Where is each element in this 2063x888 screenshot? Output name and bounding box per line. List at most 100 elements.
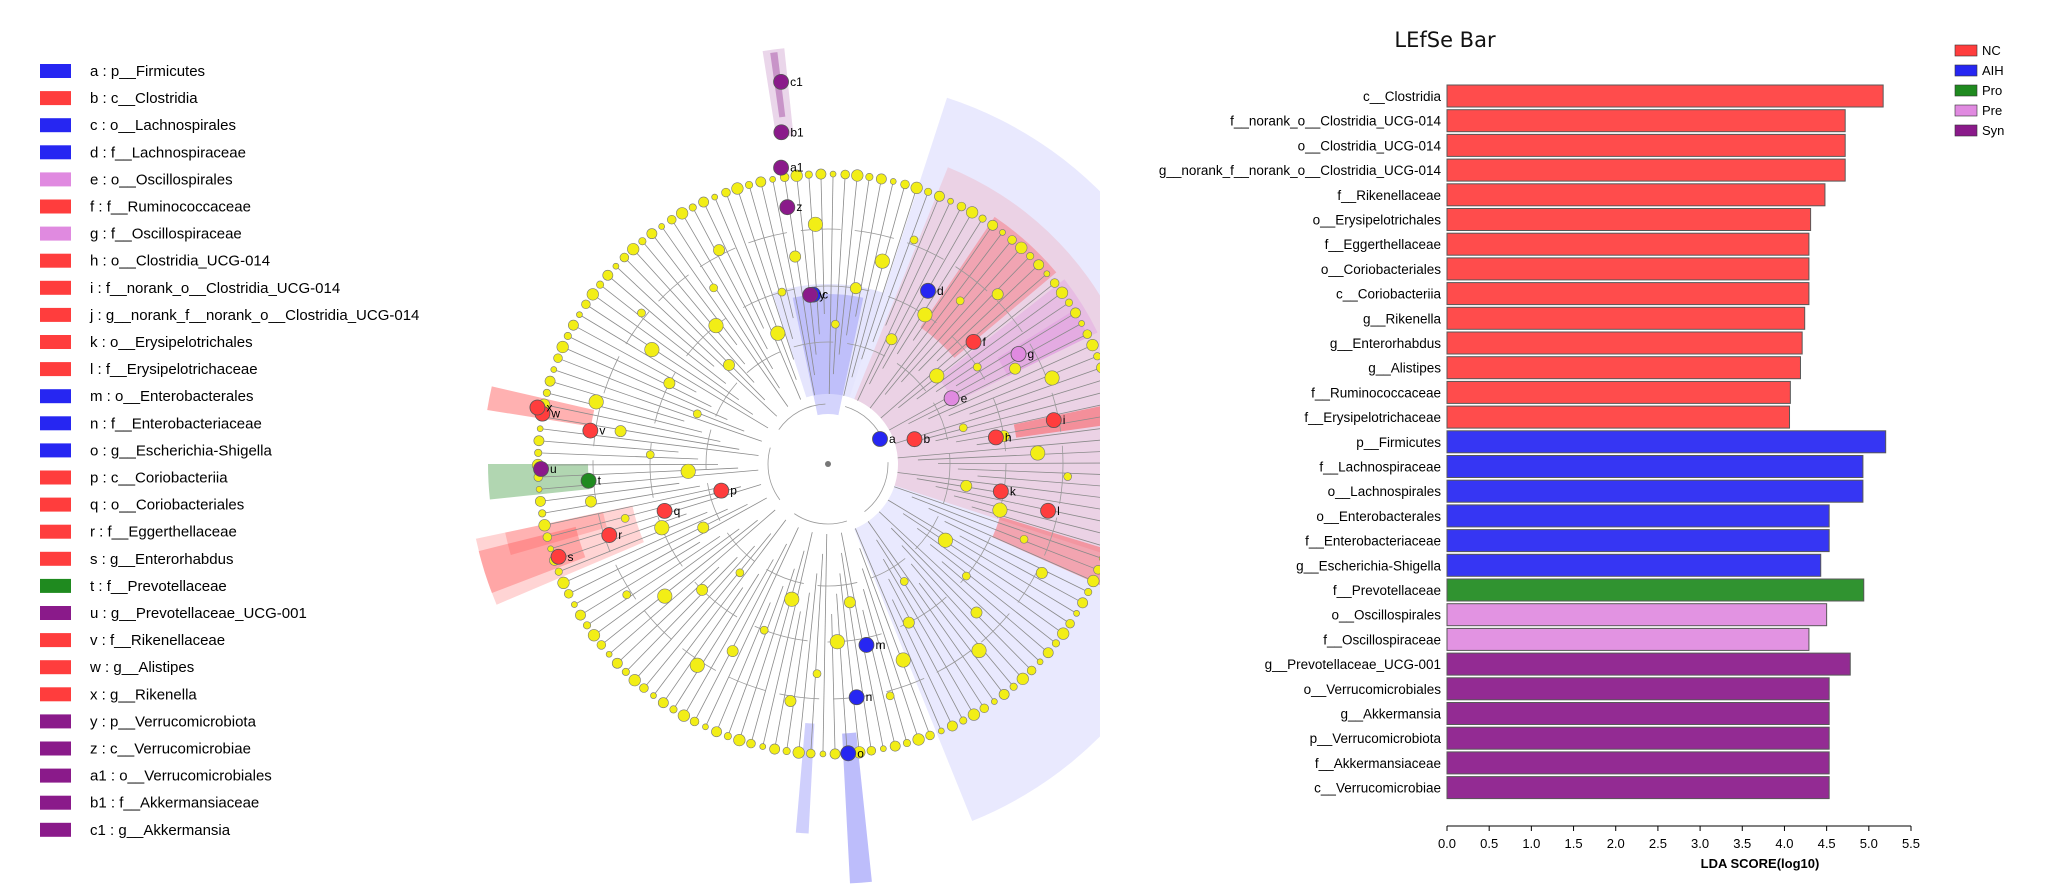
tree-branch xyxy=(574,497,767,605)
tree-branch xyxy=(880,273,1048,419)
inner-node xyxy=(899,577,909,586)
clade-legend-key: t xyxy=(90,578,95,595)
x-tick-label: 3.0 xyxy=(1691,836,1709,851)
tree-branch xyxy=(540,482,680,502)
clade-legend-taxon: g__Akkermansia xyxy=(118,822,230,839)
leaf-node xyxy=(1036,658,1044,666)
bar-label: c__Verrucomicrobiae xyxy=(1314,781,1441,796)
clade-legend-taxon: g__Prevotellaceae_UCG-001 xyxy=(111,605,307,622)
biomarker-label-g: g xyxy=(1028,347,1035,361)
clade-legend-label: b1 : f__Akkermansiaceae xyxy=(90,795,259,812)
tree-branch xyxy=(798,573,818,753)
leaf-node xyxy=(902,739,911,748)
tree-branch xyxy=(544,486,721,526)
leaf-node xyxy=(731,182,744,195)
tree-branch xyxy=(585,304,754,415)
bar-f__Akkermansiaceae xyxy=(1446,751,1830,775)
clade-legend-taxon: o__Clostridia_UCG-014 xyxy=(111,253,270,270)
leaf-node xyxy=(1093,565,1100,575)
clade-legend-swatch xyxy=(40,660,71,675)
biomarker-label-m: m xyxy=(875,638,885,652)
clade-legend-swatch xyxy=(40,389,71,404)
tree-branch xyxy=(863,588,908,744)
tree-branch xyxy=(671,219,780,389)
shade-escherichia xyxy=(842,732,872,884)
clade-legend-label: u : g__Prevotellaceae_UCG-001 xyxy=(90,605,307,622)
tree-arc xyxy=(592,228,1064,700)
bar-label: f__Eggerthellaceae xyxy=(1325,237,1441,252)
bar-label: c__Coriobacteriia xyxy=(1336,287,1442,302)
leaf-node xyxy=(1098,555,1100,561)
leaf-node xyxy=(956,201,967,212)
tree-branch xyxy=(822,533,828,754)
leaf-node xyxy=(1064,298,1073,307)
leaf-node xyxy=(667,214,677,225)
tree-branch xyxy=(869,206,962,385)
x-tick-label: 1.5 xyxy=(1565,836,1583,851)
clade-legend-sep: : xyxy=(98,470,111,487)
clade-legend-label: a1 : o__Verrucomicrobiales xyxy=(90,768,272,785)
clade-legend-sep: : xyxy=(93,361,106,378)
inner-node xyxy=(645,450,655,459)
inner-node xyxy=(777,287,787,297)
tree-branch xyxy=(673,573,760,710)
clade-legend-taxon: f__Lachnospiraceae xyxy=(111,144,246,161)
tree-branch xyxy=(902,513,1071,624)
clade-legend-swatch xyxy=(40,64,71,78)
tree-branch xyxy=(928,344,1093,420)
clade-legend-sep: : xyxy=(98,334,111,351)
biomarker-label-i: i xyxy=(1063,413,1066,427)
leaf-node xyxy=(711,726,722,738)
bar-f__Rikenellaceae xyxy=(1446,183,1826,207)
shade-eggerthellaceae xyxy=(478,526,586,593)
leaf-node xyxy=(1026,665,1037,676)
tree-branch xyxy=(908,333,1088,425)
tree-branch xyxy=(542,485,700,514)
leaf-node xyxy=(804,170,813,179)
clade-legend-label: e : o__Oscillospirales xyxy=(90,171,233,188)
biomarker-label-s: s xyxy=(568,550,574,564)
tree-branch xyxy=(851,184,906,378)
biomarker-label-w: w xyxy=(550,407,560,421)
biomarker-node-m xyxy=(858,637,875,653)
clade-legend-swatch xyxy=(40,687,71,702)
clade-legend-key: k xyxy=(90,334,98,351)
biomarker-label-q: q xyxy=(674,504,681,518)
leaf-node xyxy=(1009,682,1018,691)
leaf-node xyxy=(978,214,987,223)
inner-node xyxy=(770,325,786,341)
biomarker-node-t xyxy=(580,472,597,489)
bar-o__Enterobacterales xyxy=(1446,504,1830,528)
leaf-node xyxy=(1043,270,1051,278)
shade-verrucomicrobia xyxy=(762,48,794,139)
tree-branch xyxy=(918,582,1005,695)
clade-legend-swatch xyxy=(40,118,71,133)
inner-node xyxy=(789,250,802,263)
tree-branch xyxy=(889,323,1082,431)
tree-branch xyxy=(558,511,708,573)
clade-legend-sep: : xyxy=(98,63,111,80)
inner-node xyxy=(585,495,597,508)
clade-legend-label: v : f__Rikenellaceae xyxy=(90,632,225,649)
clade-legend-swatch xyxy=(40,172,71,187)
tree-branch xyxy=(661,226,789,407)
bar-p__Verrucomicrobiota xyxy=(1446,726,1830,750)
leaf-node xyxy=(621,667,630,676)
clade-legend-taxon: f__norank_o__Clostridia_UCG-014 xyxy=(106,280,340,297)
leaf-node xyxy=(602,269,614,281)
tree-arc xyxy=(767,403,889,525)
clade-legend-taxon: g__Enterorhabdus xyxy=(110,551,233,568)
clade-legend-sep: : xyxy=(98,226,111,243)
inner-node xyxy=(759,625,769,635)
tree-branch xyxy=(662,587,744,703)
chart-title: LEfSe Bar xyxy=(1394,28,1496,52)
tree-branch xyxy=(599,284,727,384)
clade-legend-taxon: o__Enterobacterales xyxy=(115,388,253,405)
leaf-node xyxy=(702,723,709,731)
bar-o__Verrucomicrobiales xyxy=(1446,677,1830,701)
tree-branch xyxy=(703,201,765,329)
tree-branch xyxy=(617,566,720,664)
leaf-node xyxy=(535,485,543,493)
leaf-node xyxy=(544,375,556,387)
leaf-node xyxy=(1049,278,1060,288)
